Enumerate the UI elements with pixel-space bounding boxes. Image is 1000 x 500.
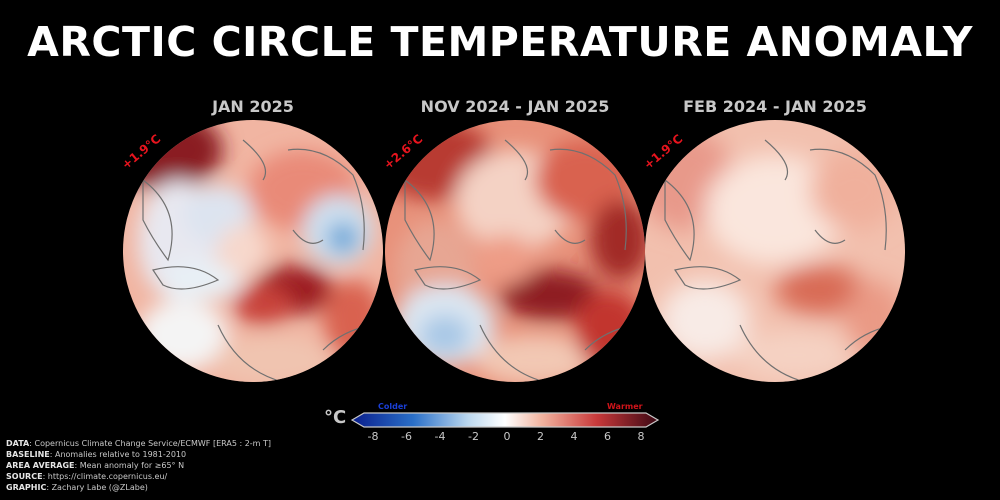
colorbar-warmer-label: Warmer	[607, 402, 643, 411]
panel-3-globe-map	[645, 120, 905, 382]
colorbar-tick-label: -4	[434, 430, 446, 443]
colorbar-tick-label: -8	[367, 430, 379, 443]
colorbar-tick-label: 6	[604, 430, 611, 443]
credits: DATA: Copernicus Climate Change Service/…	[6, 438, 271, 493]
panel-2-label: NOV 2024 - JAN 2025	[420, 97, 610, 116]
credit-data: DATA: Copernicus Climate Change Service/…	[6, 439, 272, 448]
colorbar-tick-label: 0	[503, 430, 511, 443]
credit-graphic: GRAPHIC: Zachary Labe (@ZLabe)	[6, 483, 148, 492]
colorbar-tick-label: -2	[468, 430, 479, 443]
panel-1-label: JAN 2025	[212, 97, 294, 116]
colorbar-tick-label: 8	[637, 430, 645, 443]
credit-baseline: BASELINE: Anomalies relative to 1981-201…	[6, 450, 187, 459]
colorbar-colder-label: Colder	[378, 402, 408, 411]
credit-source: SOURCE: https://climate.copernicus.eu/	[6, 472, 168, 481]
credit-area-average: AREA AVERAGE: Mean anomaly for ≥65° N	[6, 461, 185, 470]
panel-2-globe-map	[385, 120, 645, 382]
colorbar-tick-label: 4	[570, 430, 578, 443]
panel-3-label: FEB 2024 - JAN 2025	[683, 97, 867, 116]
panel-1-globe-map	[123, 120, 383, 382]
colorbar-tick-label: 2	[537, 430, 544, 443]
map-title: ARCTIC CIRCLE TEMPERATURE ANOMALY	[27, 18, 973, 66]
colorbar-tick-label: -6	[401, 430, 412, 443]
colorbar-unit: °C	[324, 407, 347, 428]
colorbar	[350, 412, 660, 428]
colorbar-gradient	[350, 412, 660, 428]
